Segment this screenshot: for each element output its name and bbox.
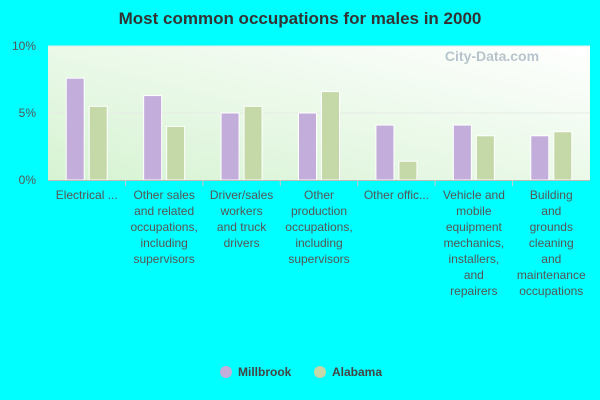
x-category-label: Driver/sales workers and truck drivers (210, 188, 273, 250)
bar-alabama[interactable] (243, 105, 263, 181)
bar-alabama[interactable] (398, 160, 418, 181)
bar-millbrook[interactable] (65, 77, 85, 181)
bar-alabama[interactable] (166, 125, 186, 181)
bar-millbrook[interactable] (375, 124, 395, 181)
bar-alabama[interactable] (475, 135, 495, 181)
y-tick-label: 0% (19, 173, 37, 187)
x-category-label: Vehicle and mobile equipment mechanics, inst… (443, 188, 505, 298)
bar-alabama[interactable] (321, 91, 340, 181)
x-category-label: Other production occupations, including supe… (285, 188, 352, 266)
bar-millbrook[interactable] (143, 95, 163, 181)
watermark: City-Data.com (445, 48, 539, 64)
bar-millbrook[interactable] (452, 124, 472, 181)
y-tick-label: 5% (19, 106, 37, 120)
x-category-label: Electrical ... (56, 188, 118, 202)
chart-title: Most common occupations for males in 200… (119, 9, 482, 28)
bar-millbrook[interactable] (298, 112, 317, 181)
legend-label-millbrook: Millbrook (238, 365, 292, 379)
x-category-label: Other offic... (364, 188, 429, 202)
bar-millbrook[interactable] (530, 135, 550, 181)
bar-alabama[interactable] (553, 131, 573, 181)
y-tick-label: 10% (12, 39, 36, 53)
legend-swatch-millbrook (220, 366, 232, 378)
bar-millbrook[interactable] (220, 112, 240, 181)
legend-label-alabama: Alabama (332, 365, 382, 379)
x-category-label: Building and grounds cleaning and maintenance… (517, 188, 586, 298)
legend-swatch-alabama (314, 366, 326, 378)
bar-alabama[interactable] (88, 105, 108, 181)
x-category-label: Other sales and related occupations, includ… (130, 188, 197, 266)
